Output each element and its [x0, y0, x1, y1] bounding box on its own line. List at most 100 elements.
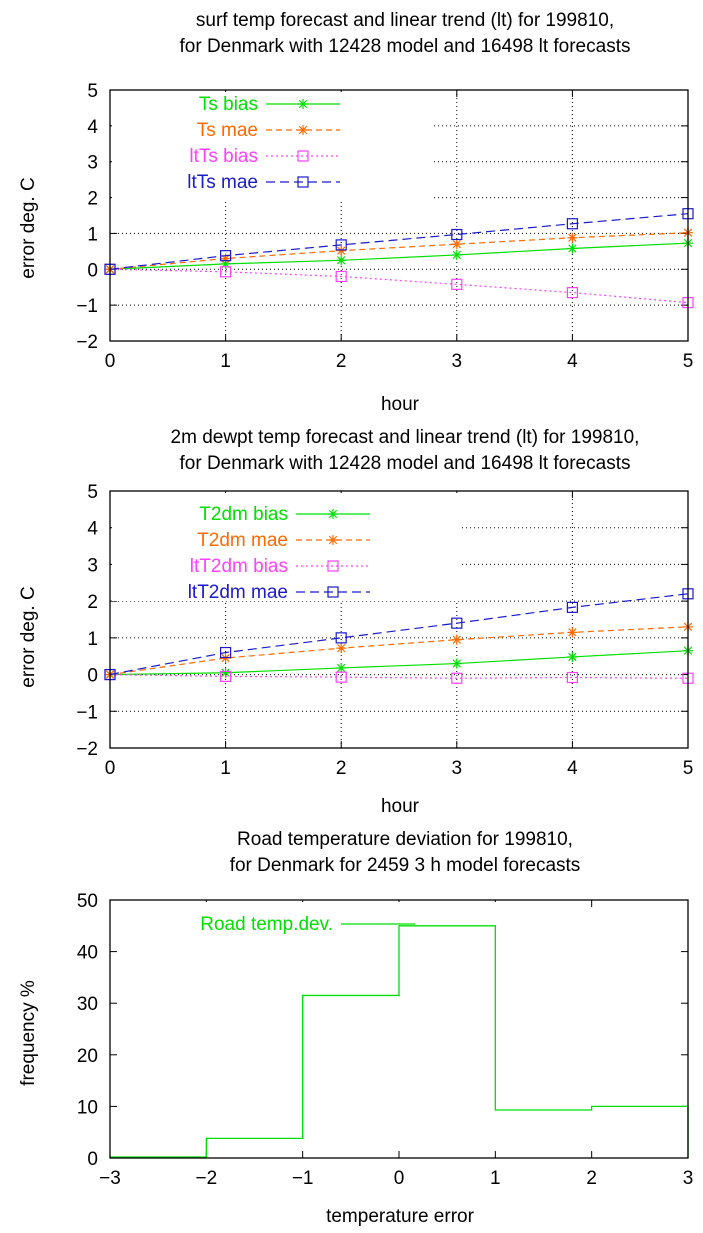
- data-point-marker: [336, 245, 347, 256]
- data-point-marker: [566, 286, 579, 299]
- data-point-marker: [566, 601, 579, 613]
- data-point-marker: [335, 270, 347, 283]
- data-point-marker: [220, 266, 232, 278]
- legend-marker-sample: [298, 125, 308, 135]
- y-tick-label: 5: [87, 482, 98, 503]
- y-tick-label: −1: [76, 296, 98, 317]
- chart1-ylabel: error deg. C: [18, 177, 39, 278]
- data-point-marker: [336, 643, 347, 654]
- histogram-step-line: [110, 925, 689, 1158]
- series-line: [109, 213, 689, 270]
- data-point-marker: [566, 218, 579, 230]
- plot-frame: [109, 89, 689, 342]
- x-tick-label: 1: [220, 758, 231, 779]
- data-point-marker: [336, 662, 347, 673]
- series-ltts-bias: [104, 263, 694, 309]
- series-line: [109, 232, 689, 270]
- legend-label: ltTs bias: [189, 146, 258, 167]
- legend-label: Ts mae: [197, 120, 258, 141]
- y-tick-label: 0: [87, 1149, 98, 1170]
- x-tick-label: −2: [195, 1168, 217, 1189]
- legend-marker-sample: [297, 176, 309, 188]
- legend-marker-sample: [297, 150, 309, 162]
- series-line: [109, 268, 689, 304]
- legend-background: [112, 493, 462, 601]
- data-point-marker: [567, 243, 578, 254]
- legend-marker-sample: [328, 509, 338, 519]
- series-line: [109, 650, 689, 676]
- data-point-marker: [451, 249, 462, 260]
- x-tick-label: 0: [394, 1168, 405, 1189]
- x-tick-label: −1: [292, 1168, 314, 1189]
- chart2-plot: 0 1 2 3 4 5 −2 −1 0 1 2 3 4 5 T2dm bias T2dm mae ltT2dm …: [76, 482, 694, 779]
- y-tick-label: 40: [77, 943, 98, 964]
- data-point-marker: [220, 670, 232, 683]
- data-point-marker: [451, 239, 462, 250]
- data-point-marker: [451, 617, 463, 629]
- legend-label: T2dm bias: [199, 504, 288, 525]
- data-point-marker: [220, 646, 232, 659]
- x-tick-label: 5: [683, 351, 694, 372]
- series-ltts-mae: [104, 208, 694, 275]
- chart-dewpt-temp: 2m dewpt temp forecast and linear trend …: [18, 427, 694, 817]
- y-tick-label: 50: [77, 891, 98, 912]
- legend-label: ltT2dm mae: [188, 582, 288, 603]
- chart1-title-line2: for Denmark with 12428 model and 16498 l…: [180, 36, 631, 57]
- y-tick-label: 3: [87, 555, 98, 576]
- chart2-ylabel: error deg. C: [18, 586, 39, 687]
- y-tick-label: 4: [87, 519, 98, 540]
- chart1-title-line1: surf temp forecast and linear trend (lt)…: [196, 10, 614, 31]
- legend-marker-sample: [327, 560, 339, 572]
- data-point-marker: [567, 651, 578, 662]
- legend-label: T2dm mae: [197, 530, 288, 551]
- data-point-marker: [567, 232, 578, 243]
- legend-label: ltTs mae: [187, 172, 258, 193]
- y-tick-label: −2: [76, 332, 98, 353]
- legend-marker-sample: [327, 586, 339, 598]
- plot-frame: [109, 490, 689, 749]
- x-tick-label: 4: [567, 758, 578, 779]
- chart-road-temp-deviation: Road temperature deviation for 199810, f…: [18, 829, 693, 1227]
- y-tick-label: 1: [87, 629, 98, 650]
- y-tick-label: 1: [87, 224, 98, 245]
- y-tick-label: 20: [77, 1046, 98, 1067]
- data-point-marker: [335, 632, 347, 644]
- chart3-ylabel: frequency %: [18, 980, 39, 1086]
- chart3-xlabel: temperature error: [326, 1206, 475, 1227]
- legend-background: [112, 92, 432, 200]
- series-t2dm-mae: [105, 621, 693, 680]
- legend-label: Road temp.dev.: [200, 914, 333, 935]
- x-tick-label: 3: [452, 758, 463, 779]
- x-tick-label: 2: [586, 1168, 597, 1189]
- legend-marker-sample: [328, 535, 338, 545]
- x-tick-label: 0: [105, 758, 116, 779]
- x-tick-label: 1: [220, 351, 231, 372]
- x-tick-label: 3: [452, 351, 463, 372]
- data-point-marker: [566, 671, 579, 684]
- legend-label: ltT2dm bias: [190, 556, 288, 577]
- series-ltt2dm-mae: [104, 588, 694, 681]
- data-point-marker: [451, 228, 463, 241]
- chart2-xlabel: hour: [381, 796, 420, 817]
- data-point-marker: [451, 658, 462, 669]
- legend-background: [112, 902, 507, 932]
- series-road-temp-dev-: [110, 925, 689, 1158]
- y-tick-label: −1: [76, 702, 98, 723]
- data-point-marker: [335, 671, 347, 683]
- x-tick-label: 1: [490, 1168, 501, 1189]
- chart-surf-temp: surf temp forecast and linear trend (lt)…: [18, 10, 694, 415]
- series-ts-mae: [105, 227, 693, 275]
- data-point-marker: [451, 634, 462, 645]
- legend-marker-sample: [298, 99, 308, 109]
- y-tick-label: 0: [87, 260, 98, 281]
- y-tick-label: 30: [77, 994, 98, 1015]
- chart1-plot: 0 1 2 3 4 5 −2 −1 0 1 2 3 4 5 Ts bias Ts mae ltTs bias lt…: [76, 81, 694, 372]
- series-ltt2dm-bias: [104, 668, 694, 684]
- data-point-marker: [335, 239, 347, 251]
- y-tick-label: 0: [87, 666, 98, 687]
- x-tick-label: 5: [683, 758, 694, 779]
- chart1-xlabel: hour: [381, 394, 420, 415]
- data-point-marker: [336, 255, 347, 266]
- series-line: [109, 626, 689, 676]
